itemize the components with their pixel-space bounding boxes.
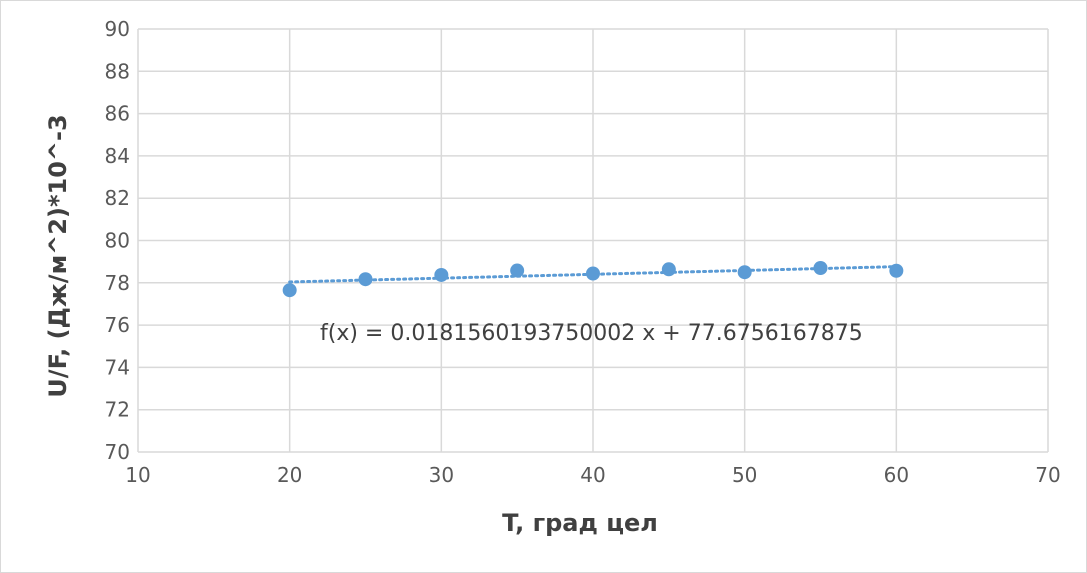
data-point xyxy=(737,265,752,280)
data-point xyxy=(586,266,600,281)
x-tick-label: 70 xyxy=(1035,463,1060,487)
x-tick-label: 40 xyxy=(580,463,605,487)
y-tick-label: 88 xyxy=(105,59,130,83)
data-points xyxy=(282,260,904,298)
data-point xyxy=(889,263,904,278)
y-tick-label: 90 xyxy=(105,17,130,41)
y-tick-label: 70 xyxy=(105,440,130,464)
data-point xyxy=(358,272,373,287)
x-tick-label: 30 xyxy=(429,463,454,487)
data-point xyxy=(282,283,297,298)
data-point xyxy=(510,263,525,278)
y-tick-label: 76 xyxy=(105,313,130,337)
grid-lines xyxy=(137,28,1049,453)
y-tick-label: 80 xyxy=(105,229,130,253)
data-point xyxy=(434,267,449,282)
x-tick-label: 20 xyxy=(277,463,302,487)
x-tick-label: 10 xyxy=(125,463,150,487)
y-tick-label: 86 xyxy=(105,102,130,126)
x-tick-labels: 10 20 30 40 50 60 70 xyxy=(125,463,1060,487)
y-axis-title: U/F, (Дж/м^2)*10^-3 xyxy=(44,114,72,397)
y-tick-label: 84 xyxy=(105,144,130,168)
y-tick-label: 74 xyxy=(105,355,130,379)
y-tick-label: 78 xyxy=(105,271,130,295)
y-tick-label: 82 xyxy=(105,186,130,210)
x-axis-title: T, град цел xyxy=(502,509,658,537)
x-tick-label: 50 xyxy=(732,463,757,487)
y-tick-label: 72 xyxy=(105,398,130,422)
x-tick-label: 60 xyxy=(884,463,909,487)
trendline-equation: f(x) = 0.0181560193750002 x + 77.6756167… xyxy=(320,321,863,346)
data-point xyxy=(661,262,676,277)
data-point xyxy=(813,260,828,275)
y-tick-labels: 70 72 74 76 78 80 82 84 86 88 90 xyxy=(105,17,130,464)
